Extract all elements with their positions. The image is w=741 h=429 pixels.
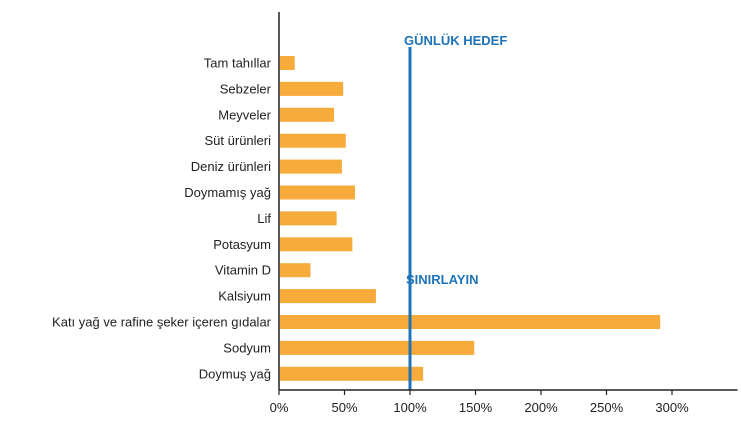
x-tick-label: 100% bbox=[393, 400, 427, 415]
category-label: Doymuş yağ bbox=[199, 366, 271, 381]
bar bbox=[280, 107, 335, 122]
bar bbox=[280, 133, 346, 148]
category-label: Lif bbox=[257, 211, 271, 226]
annotation-limit: SINIRLAYIN bbox=[406, 272, 478, 287]
bar bbox=[280, 366, 424, 381]
category-label: Sodyum bbox=[223, 340, 271, 355]
bar bbox=[280, 263, 311, 278]
bar bbox=[280, 185, 355, 200]
category-label: Vitamin D bbox=[215, 263, 271, 278]
x-tick-label: 250% bbox=[590, 400, 624, 415]
category-label: Potasyum bbox=[213, 237, 271, 252]
bar bbox=[280, 340, 475, 355]
x-ticks: 0% 50% 100% 150% 200% 250% 300% bbox=[270, 390, 689, 415]
category-label: Doymamış yağ bbox=[184, 185, 271, 200]
category-label: Deniz ürünleri bbox=[191, 159, 271, 174]
category-label: Süt ürünleri bbox=[205, 133, 272, 148]
x-tick-label: 150% bbox=[459, 400, 493, 415]
category-label: Tam tahıllar bbox=[204, 56, 272, 71]
bar bbox=[280, 289, 376, 304]
category-label: Katı yağ ve rafine şeker içeren gıdalar bbox=[52, 315, 272, 330]
category-label: Meyveler bbox=[218, 107, 271, 122]
x-tick-label: 300% bbox=[655, 400, 689, 415]
bar bbox=[280, 237, 353, 252]
bar bbox=[280, 159, 342, 174]
category-label: Kalsiyum bbox=[218, 289, 271, 304]
bar bbox=[280, 81, 344, 96]
bar bbox=[280, 315, 661, 329]
bar bbox=[280, 56, 295, 70]
bars-group bbox=[280, 56, 661, 381]
x-tick-label: 0% bbox=[270, 400, 289, 415]
annotation-daily-target: GÜNLÜK HEDEF bbox=[404, 33, 507, 48]
x-tick-label: 50% bbox=[331, 400, 357, 415]
category-label: Sebzeler bbox=[220, 81, 272, 96]
bar bbox=[280, 211, 337, 226]
category-labels: Tam tahıllar Sebzeler Meyveler Süt ürünleri… bbox=[52, 56, 272, 382]
x-tick-label: 200% bbox=[524, 400, 558, 415]
